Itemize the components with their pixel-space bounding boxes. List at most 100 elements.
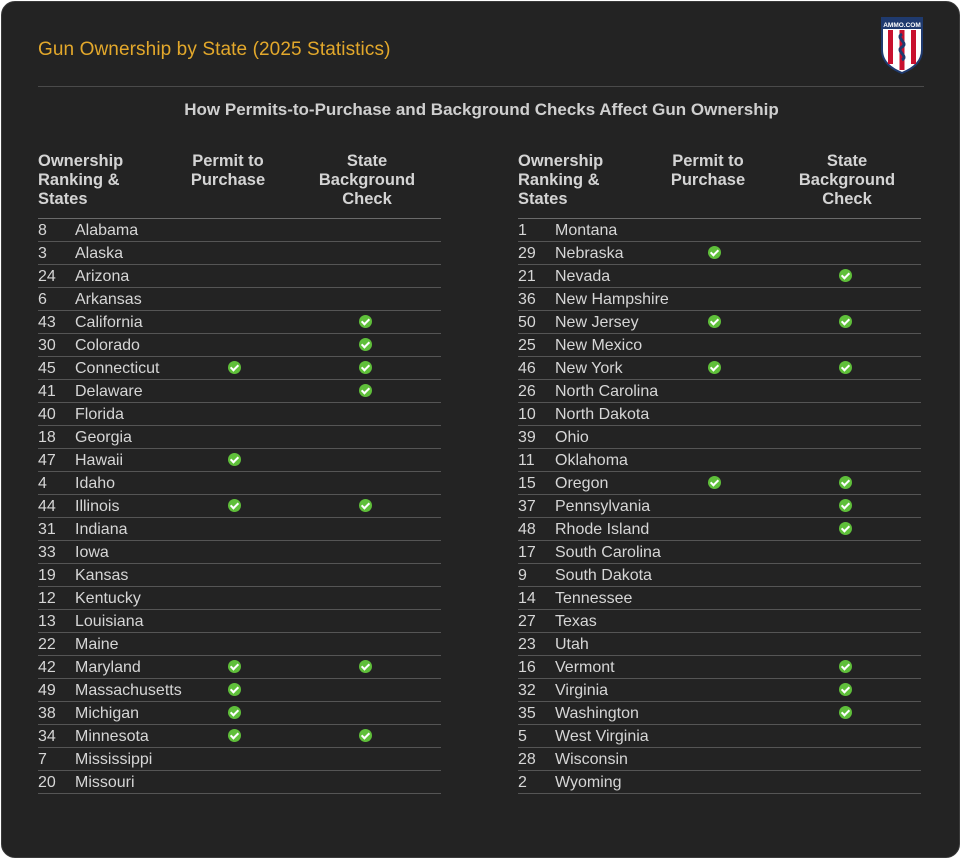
rank-cell: 4: [38, 475, 47, 492]
background-check-cell: [839, 545, 852, 558]
rank-cell: 9: [518, 567, 527, 584]
permit-cell: [228, 407, 241, 420]
background-check-cell: [839, 568, 852, 581]
state-cell: North Dakota: [555, 406, 650, 423]
table-row: 37 Pennsylvania: [518, 495, 921, 518]
state-cell: New York: [555, 360, 623, 377]
permit-cell: [708, 338, 721, 351]
background-check-cell: [839, 223, 852, 236]
rank-cell: 12: [38, 590, 56, 607]
table-row: 39 Ohio: [518, 426, 921, 449]
checkmark-icon: [228, 499, 241, 512]
table-row: 20 Missouri: [38, 771, 441, 794]
checkmark-icon: [228, 729, 241, 742]
table-row: 47 Hawaii: [38, 449, 441, 472]
state-cell: Mississippi: [75, 751, 153, 768]
permit-cell: [708, 361, 721, 374]
rank-cell: 38: [38, 705, 56, 722]
rank-cell: 3: [38, 245, 47, 262]
state-cell: South Carolina: [555, 544, 661, 561]
state-cell: Vermont: [555, 659, 615, 676]
rank-cell: 17: [518, 544, 536, 561]
permit-cell: [228, 568, 241, 581]
checkmark-icon: [359, 315, 372, 328]
rank-cell: 35: [518, 705, 536, 722]
page-title: Gun Ownership by State (2025 Statistics): [38, 39, 391, 60]
rank-cell: 45: [38, 360, 56, 377]
permit-cell: [228, 361, 241, 374]
permit-cell: [228, 223, 241, 236]
table-row: 31 Indiana: [38, 518, 441, 541]
state-cell: Kansas: [75, 567, 129, 584]
background-check-cell: [839, 338, 852, 351]
permit-cell: [708, 637, 721, 650]
state-cell: Michigan: [75, 705, 140, 722]
background-check-cell: [359, 407, 372, 420]
state-cell: Nebraska: [555, 245, 624, 262]
state-cell: Nevada: [555, 268, 611, 285]
background-check-cell: [839, 637, 852, 650]
header-ranking-states: Ownership Ranking & States: [518, 152, 604, 208]
background-check-cell: [839, 269, 852, 282]
background-check-cell: [359, 729, 372, 742]
checkmark-icon: [839, 361, 852, 374]
background-check-cell: [839, 614, 852, 627]
rank-cell: 33: [38, 544, 56, 561]
background-check-cell: [839, 361, 852, 374]
state-cell: Massachusetts: [75, 682, 182, 699]
table-row: 27 Texas: [518, 610, 921, 633]
state-cell: Tennessee: [555, 590, 633, 607]
rank-cell: 13: [38, 613, 56, 630]
table-row: 50 New Jersey: [518, 311, 921, 334]
state-cell: Oklahoma: [555, 452, 628, 469]
checkmark-icon: [708, 246, 721, 259]
table-row: 11 Oklahoma: [518, 449, 921, 472]
table-row: 21 Nevada: [518, 265, 921, 288]
background-check-cell: [839, 683, 852, 696]
background-check-cell: [839, 407, 852, 420]
permit-cell: [708, 223, 721, 236]
state-cell: Iowa: [75, 544, 109, 561]
checkmark-icon: [359, 729, 372, 742]
background-check-cell: [359, 430, 372, 443]
background-check-cell: [839, 315, 852, 328]
background-check-cell: [359, 315, 372, 328]
background-check-cell: [839, 499, 852, 512]
ammo-com-shield-logo: AMMO.COM: [881, 17, 923, 74]
table-row: 38 Michigan: [38, 702, 441, 725]
background-check-cell: [359, 338, 372, 351]
state-cell: Alabama: [75, 222, 139, 239]
table-row: 18 Georgia: [38, 426, 441, 449]
background-check-cell: [359, 752, 372, 765]
background-check-cell: [839, 430, 852, 443]
state-cell: Utah: [555, 636, 589, 653]
header-state-background-check: State Background Check: [318, 152, 416, 208]
state-cell: Georgia: [75, 429, 132, 446]
state-cell: North Carolina: [555, 383, 659, 400]
state-cell: New Hampshire: [555, 291, 669, 308]
state-table-right: Ownership Ranking & States Permit to Pur…: [518, 152, 921, 794]
rank-cell: 14: [518, 590, 536, 607]
rank-cell: 49: [38, 682, 56, 699]
background-check-cell: [359, 361, 372, 374]
rank-cell: 50: [518, 314, 536, 331]
permit-cell: [708, 407, 721, 420]
table-row: 2 Wyoming: [518, 771, 921, 794]
rank-cell: 29: [518, 245, 536, 262]
table-row: 19 Kansas: [38, 564, 441, 587]
state-cell: Arkansas: [75, 291, 142, 308]
permit-cell: [228, 545, 241, 558]
table-row: 40 Florida: [38, 403, 441, 426]
background-check-cell: [839, 591, 852, 604]
table-row: 26 North Carolina: [518, 380, 921, 403]
background-check-cell: [839, 706, 852, 719]
background-check-cell: [359, 384, 372, 397]
rank-cell: 5: [518, 728, 527, 745]
rank-cell: 47: [38, 452, 56, 469]
checkmark-icon: [228, 706, 241, 719]
permit-cell: [708, 683, 721, 696]
permit-cell: [228, 660, 241, 673]
table-row: 34 Minnesota: [38, 725, 441, 748]
state-cell: Minnesota: [75, 728, 149, 745]
table-row: 41 Delaware: [38, 380, 441, 403]
